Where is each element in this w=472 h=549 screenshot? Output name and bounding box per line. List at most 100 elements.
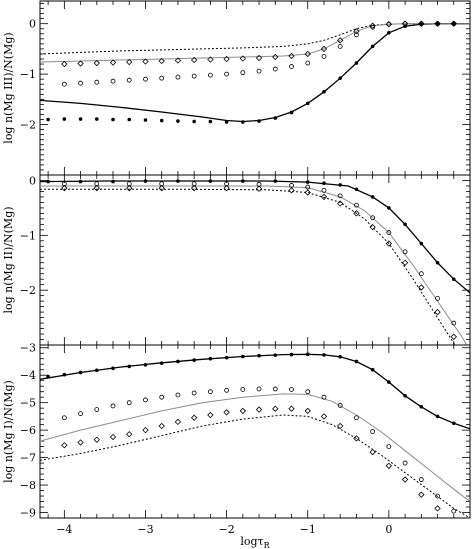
open-circle-point [435, 493, 440, 499]
filled-dot-point [143, 179, 148, 183]
open-circle-point [289, 183, 294, 188]
diamond-point [353, 435, 360, 442]
series-line-solid-gray [40, 393, 470, 502]
open-circle-point [78, 80, 83, 86]
filled-dot-point [451, 277, 456, 281]
filled-dot-point [208, 356, 213, 361]
plot-area [40, 352, 470, 518]
filled-dot-point [370, 195, 375, 199]
diamond-point [223, 184, 230, 192]
filled-dot-point [111, 117, 115, 122]
open-circle-point [354, 202, 359, 208]
filled-dot-point [322, 181, 326, 186]
diamond-point [223, 409, 230, 416]
filled-dot-point [403, 222, 407, 227]
filled-dot-point [322, 89, 326, 94]
open-circle-point [256, 181, 262, 187]
x-tick-label: −3 [137, 523, 153, 536]
open-circle-point [370, 24, 376, 30]
series-line-solid-black [40, 180, 470, 294]
diamond-point [385, 462, 393, 469]
filled-dot-point [419, 404, 424, 409]
x-tick-label: −4 [56, 523, 72, 536]
y-tick-label: −8 [20, 479, 36, 492]
filled-dot-point [257, 353, 261, 358]
open-circle-point [418, 477, 424, 482]
filled-dot-point [435, 260, 440, 265]
filled-dot-point [241, 179, 245, 183]
diamond-point [337, 200, 344, 207]
y-tick-label: −2 [20, 284, 36, 297]
x-tick-label: −1 [300, 523, 316, 536]
filled-dot-point [387, 30, 391, 35]
diamond-point [450, 333, 457, 340]
diamond-point [223, 55, 230, 63]
diamond-point [190, 414, 198, 421]
y-axis-label: log n(Mg I)/N(Mg) [2, 380, 15, 483]
open-circle-point [386, 230, 392, 235]
open-circle-point [159, 75, 165, 81]
x-axis-label: logτR [240, 535, 270, 549]
open-circle-point [159, 394, 165, 400]
open-circle-point [321, 54, 327, 59]
diamond-point [93, 59, 100, 67]
filled-dot-point [159, 361, 164, 365]
series-line-solid-gray [40, 23, 470, 63]
diamond-point [239, 55, 246, 62]
diamond-point [207, 411, 214, 419]
diamond-point [174, 57, 182, 64]
open-circle-point [143, 76, 148, 82]
diamond-point [77, 439, 84, 446]
diamond-point [288, 405, 295, 412]
filled-dot-point [354, 359, 359, 364]
panel-1: 0 −1 −2 log n(Mg III)/N(Mg) [2, 0, 471, 176]
filled-dot-point [354, 187, 359, 192]
diamond-point [158, 184, 165, 192]
x-tick-label: −2 [218, 523, 234, 536]
open-circle-point [354, 415, 359, 421]
series-line-solid-black [40, 23, 470, 123]
diamond-point [93, 184, 100, 192]
open-circle-point [451, 320, 457, 326]
series-line-solid-black [40, 353, 470, 430]
open-circle-point [370, 429, 376, 434]
open-circle-point [207, 389, 213, 395]
filled-dot-point [208, 119, 213, 124]
plot-frame [39, 344, 471, 519]
x-tick-label: 0 [385, 523, 392, 536]
filled-dot-point [305, 180, 310, 184]
filled-dot-point [257, 119, 261, 123]
diamond-point [434, 308, 441, 316]
open-circle-point [305, 389, 311, 395]
open-circle-point [94, 181, 100, 187]
filled-dot-point [192, 119, 196, 124]
open-circle-point [159, 181, 165, 187]
filled-dot-point [46, 179, 50, 184]
diamond-point [109, 433, 117, 441]
filled-dot-point [338, 183, 342, 187]
diamond-point [418, 284, 425, 291]
diamond-point [304, 50, 311, 58]
diamond-point [304, 407, 311, 415]
open-circle-point [402, 249, 408, 255]
open-circle-point [143, 397, 148, 403]
series-line-dotted-black [40, 188, 456, 345]
filled-dot-point [94, 117, 99, 121]
open-circle-point [175, 392, 181, 398]
y-tick-label: −7 [20, 452, 36, 465]
open-circle-point [354, 32, 359, 38]
plot-area [40, 179, 470, 345]
y-axis-label: log n(Mg II)/N(Mg) [2, 206, 15, 313]
filled-dot-point [111, 366, 115, 371]
open-circle-point [321, 187, 327, 193]
open-circle-point [321, 394, 327, 400]
open-circle-point [78, 411, 83, 417]
filled-dot-point [224, 120, 229, 124]
filled-dot-point [192, 358, 196, 362]
filled-dot-point [62, 117, 67, 121]
filled-dot-point [370, 44, 375, 49]
diamond-point [190, 184, 198, 192]
open-circle-point [337, 43, 343, 49]
filled-dot-point [387, 206, 391, 210]
filled-dot-point [46, 117, 50, 122]
